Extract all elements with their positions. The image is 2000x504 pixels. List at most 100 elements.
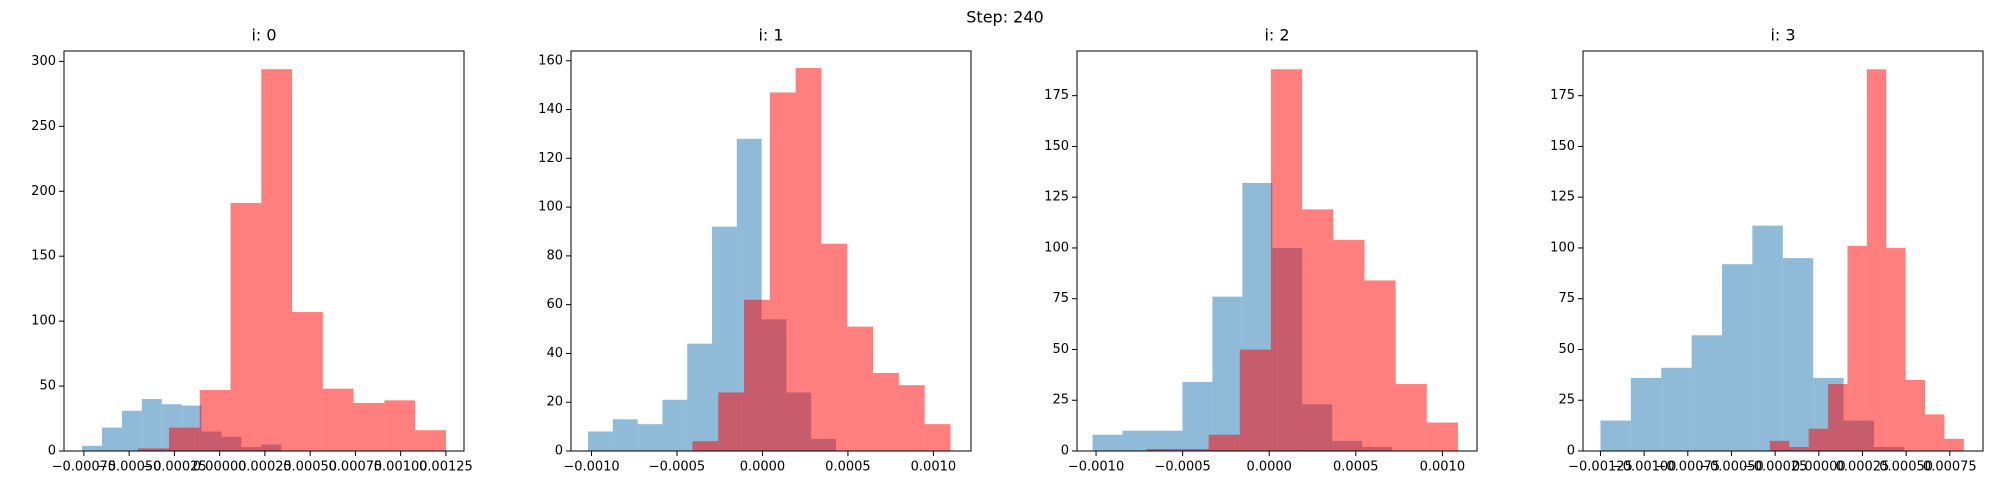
histogram-bar xyxy=(1177,448,1209,451)
histogram-bar xyxy=(1122,430,1153,451)
x-tick-label: −0.00050 xyxy=(1699,460,1764,475)
y-tick-label: 250 xyxy=(31,119,56,134)
histogram-bar xyxy=(1270,69,1303,451)
axes-frame xyxy=(570,50,972,452)
histogram-bar xyxy=(1333,239,1365,451)
histogram-bar xyxy=(102,427,122,451)
subplot: −0.0010 −0.0005 0.0000 0.0005 0.0010 0 25 50 75 1… xyxy=(1044,26,1478,475)
histogram-bar xyxy=(924,424,951,451)
histogram-bar xyxy=(662,399,688,451)
histogram-bar xyxy=(1182,381,1213,451)
axes-frame xyxy=(1076,50,1478,452)
subplot: −0.00075−0.00050−0.000250.000000.000250.… xyxy=(31,26,473,475)
axes-frame xyxy=(63,50,465,452)
histogram-bar xyxy=(769,92,796,452)
histogram-bar xyxy=(1302,209,1334,451)
x-tick-label: −0.00025 xyxy=(1743,460,1808,475)
histogram-bar xyxy=(1905,379,1926,451)
y-tick-label: 80 xyxy=(546,248,563,263)
histogram-bar xyxy=(588,431,613,451)
histogram-bar xyxy=(1782,258,1814,451)
y-tick-label: 0 xyxy=(555,444,563,459)
figure-title: Step: 240 xyxy=(966,8,1043,27)
histogram-bar xyxy=(1866,69,1887,451)
y-tick-label: 120 xyxy=(538,151,563,166)
histogram-bar xyxy=(1789,446,1809,451)
y-tick-label: 100 xyxy=(1550,240,1575,255)
y-tick-label: 40 xyxy=(546,346,563,361)
histogram-bar xyxy=(687,343,713,451)
histogram-bar xyxy=(795,68,822,451)
y-tick-label: 100 xyxy=(31,314,56,329)
histogram-bar xyxy=(1364,280,1396,451)
histogram-bar xyxy=(1886,247,1906,451)
histogram-bar xyxy=(743,299,770,451)
x-tick-label: −0.00100 xyxy=(1612,460,1677,475)
histogram-bar xyxy=(353,402,385,451)
histogram-bar xyxy=(1239,349,1271,451)
y-tick-label: 200 xyxy=(31,184,56,199)
y-tick-label: 125 xyxy=(1044,190,1069,205)
y-tick-label: 60 xyxy=(546,297,563,312)
histogram-bar xyxy=(1212,296,1243,451)
y-tick-label: 0 xyxy=(1567,444,1575,459)
x-tick-label: 0.00025 xyxy=(238,460,292,475)
histogram-bar xyxy=(121,410,142,451)
histogram-bar xyxy=(1395,383,1427,451)
y-tick-label: 175 xyxy=(1044,88,1069,103)
histogram-bar xyxy=(821,243,848,451)
axes-frame xyxy=(1582,50,1984,452)
histogram-bar xyxy=(1808,428,1829,451)
histogram-bar xyxy=(1752,225,1783,451)
y-tick-label: 125 xyxy=(1550,190,1575,205)
subplot-title: i: 1 xyxy=(758,26,783,45)
subplot-title: i: 2 xyxy=(1264,26,1289,45)
y-tick-label: 150 xyxy=(1044,139,1069,154)
histogram-bar xyxy=(898,385,925,451)
subplot: −0.0010 −0.0005 0.0000 0.0005 0.0010 0 20 40 60 8… xyxy=(538,26,972,475)
y-tick-label: 100 xyxy=(538,200,563,215)
y-tick-label: 150 xyxy=(1550,139,1575,154)
histogram-bar xyxy=(718,392,744,451)
histogram-bar xyxy=(141,399,162,451)
x-tick-label: 0.0000 xyxy=(740,460,786,475)
histogram-bar xyxy=(1828,383,1848,451)
histogram-bar xyxy=(168,427,200,451)
subplot-title: i: 0 xyxy=(251,26,276,45)
x-tick-label: −0.0010 xyxy=(563,460,619,475)
y-tick-label: 175 xyxy=(1550,88,1575,103)
x-tick-label: 0.0000 xyxy=(1246,460,1292,475)
histogram-bar xyxy=(322,388,354,451)
y-tick-label: 140 xyxy=(538,102,563,117)
x-tick-label: 0.00000 xyxy=(193,460,247,475)
subplot: −0.00125−0.00100−0.00075−0.00050−0.00025… xyxy=(1550,26,1984,475)
x-tick-label: −0.00075 xyxy=(1655,460,1720,475)
y-tick-label: 0 xyxy=(1061,444,1069,459)
y-tick-label: 20 xyxy=(546,395,563,410)
x-tick-label: 0.0010 xyxy=(911,460,957,475)
histogram-bar xyxy=(1944,438,1964,451)
y-tick-label: 150 xyxy=(31,249,56,264)
histogram-bar xyxy=(1722,264,1753,451)
x-tick-label: −0.00125 xyxy=(1568,460,1633,475)
x-tick-label: 0.0005 xyxy=(825,460,871,475)
histogram-bar xyxy=(1092,434,1123,451)
histogram-bar xyxy=(1925,414,1945,451)
y-tick-label: 50 xyxy=(39,379,56,394)
histogram-bar xyxy=(692,441,719,451)
x-tick-label: 0.00050 xyxy=(1879,460,1933,475)
histogram-bar xyxy=(230,202,262,451)
x-tick-label: 0.00100 xyxy=(374,460,428,475)
x-tick-label: −0.0005 xyxy=(649,460,705,475)
histogram-bar xyxy=(873,372,899,451)
x-tick-label: 0.0010 xyxy=(1420,460,1466,475)
x-tick-label: −0.0010 xyxy=(1068,460,1124,475)
x-tick-label: 0.00075 xyxy=(1923,460,1977,475)
y-tick-label: 100 xyxy=(1044,240,1069,255)
histogram-bar xyxy=(1691,335,1723,451)
histogram-bar xyxy=(1847,245,1867,451)
x-tick-label: 0.00075 xyxy=(329,460,383,475)
histogram-bar xyxy=(1146,448,1178,451)
histogram-bar xyxy=(199,389,231,451)
